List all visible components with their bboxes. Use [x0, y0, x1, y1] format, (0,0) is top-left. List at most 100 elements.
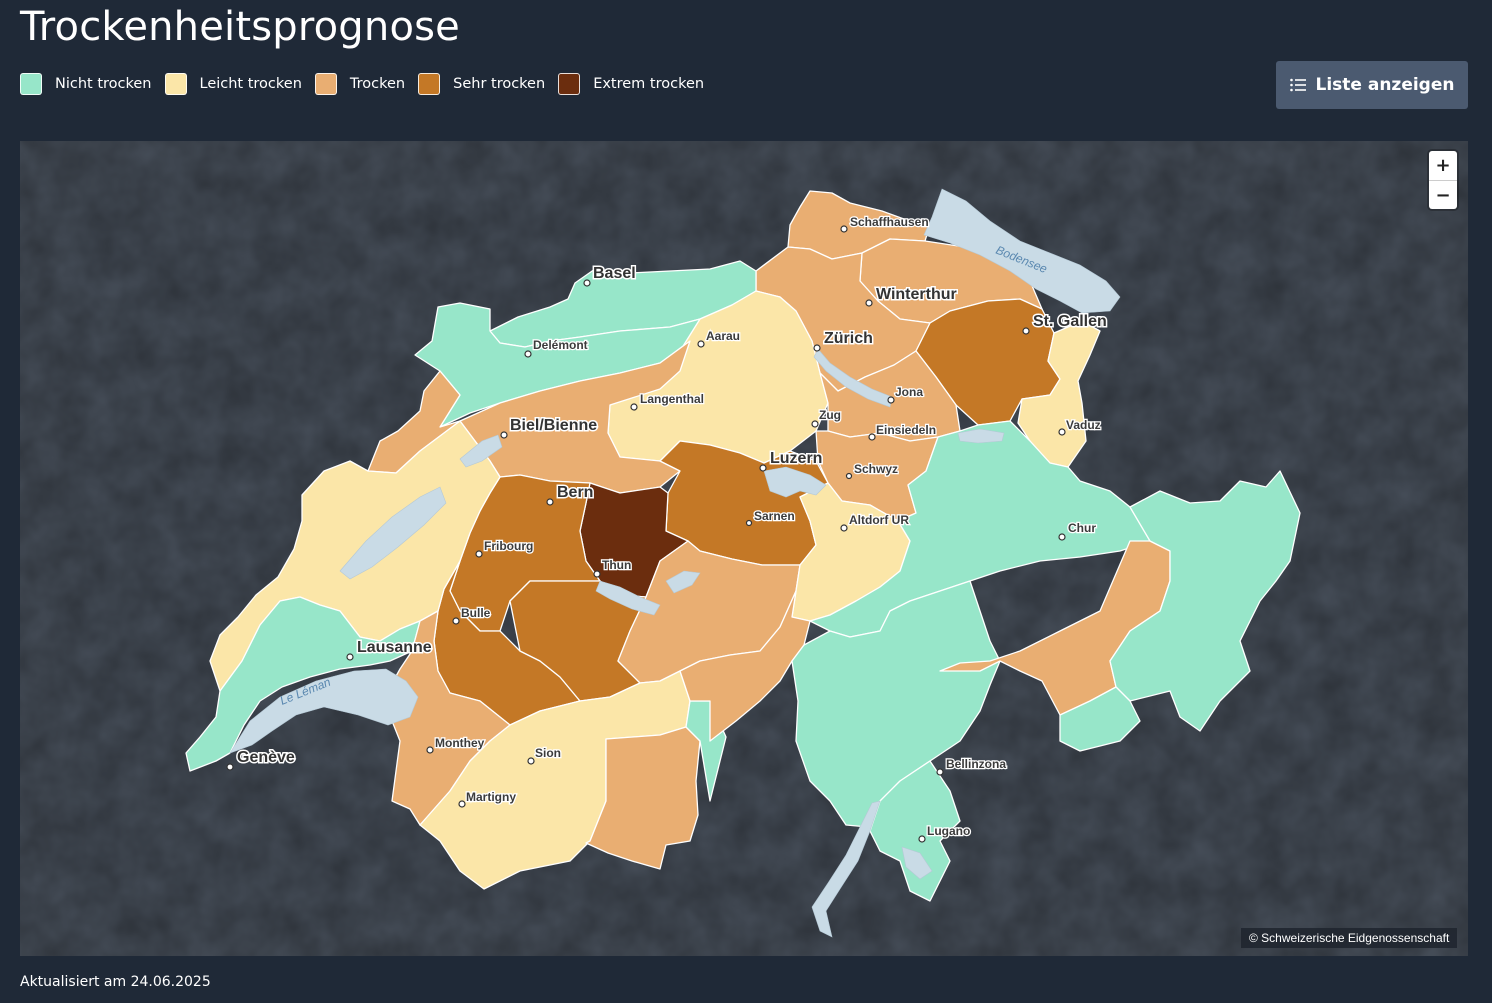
svg-text:Fribourg: Fribourg [484, 539, 533, 553]
city-vaduz[interactable]: Vaduz [1058, 417, 1102, 436]
legend-swatch [314, 73, 337, 95]
city-einsiedeln[interactable]: Einsiedeln [868, 422, 937, 441]
svg-text:Altdorf UR: Altdorf UR [849, 513, 909, 527]
svg-text:Sion: Sion [535, 746, 561, 760]
svg-text:Basel: Basel [593, 265, 636, 282]
city-st-gallen[interactable]: St. Gallen [1022, 312, 1108, 335]
svg-text:Einsiedeln: Einsiedeln [876, 423, 936, 437]
svg-text:Lausanne: Lausanne [357, 639, 432, 656]
city-luzern[interactable]: Luzern [759, 449, 824, 472]
zoom-in-button[interactable]: + [1429, 151, 1457, 180]
legend-item-nicht-trocken: Nicht trocken [20, 73, 152, 95]
city-schaffhausen[interactable]: Schaffhausen [840, 214, 930, 233]
city-bulle[interactable]: Bulle [452, 605, 492, 625]
legend-item-sehr-trocken: Sehr trocken [418, 73, 545, 95]
svg-text:Luzern: Luzern [770, 450, 822, 467]
svg-text:Vaduz: Vaduz [1066, 418, 1101, 432]
region-tessin-sued[interactable] [869, 760, 961, 902]
city-lugano[interactable]: Lugano [918, 823, 972, 843]
lake-brienz [665, 570, 701, 594]
city-sion[interactable]: Sion [527, 745, 562, 765]
svg-text:Langenthal: Langenthal [640, 392, 704, 406]
legend-label: Leicht trocken [199, 76, 302, 92]
region-engadin[interactable] [1109, 470, 1301, 732]
legend-swatch [20, 73, 42, 95]
legend-swatch [418, 73, 441, 95]
svg-text:Bulle: Bulle [461, 606, 491, 620]
zoom-control: + − [1429, 151, 1457, 209]
lake-bodensee [923, 188, 1121, 314]
city-basel[interactable]: Basel [583, 264, 637, 287]
svg-text:Chur: Chur [1068, 521, 1096, 535]
svg-text:Aarau: Aarau [706, 329, 740, 343]
city-sarnen[interactable]: Sarnen [745, 508, 796, 527]
region-puschlav[interactable] [1059, 686, 1141, 752]
svg-text:Delémont: Delémont [533, 338, 588, 352]
svg-text:St. Gallen: St. Gallen [1033, 313, 1107, 330]
svg-text:Monthey: Monthey [435, 736, 485, 750]
city-lausanne[interactable]: Lausanne [346, 638, 433, 661]
svg-text:Schaffhausen: Schaffhausen [850, 215, 929, 229]
legend-swatch [558, 73, 581, 95]
city-geneve[interactable]: Genève [226, 748, 296, 771]
city-monthey[interactable]: Monthey [426, 735, 486, 754]
region-jura[interactable] [414, 302, 701, 428]
svg-text:Martigny: Martigny [466, 790, 516, 804]
show-list-button[interactable]: Liste anzeigen [1276, 61, 1468, 109]
legend-label: Extrem trocken [593, 76, 705, 92]
legend-label: Nicht trocken [55, 76, 152, 92]
svg-text:Genève: Genève [237, 749, 295, 766]
lake-biel [459, 434, 503, 468]
city-jona[interactable]: Jona [887, 384, 925, 404]
city-biel[interactable]: Biel/Bienne [500, 416, 599, 439]
lake-maggiore [811, 800, 881, 938]
legend-item-leicht-trocken: Leicht trocken [164, 73, 302, 95]
legend-label: Sehr trocken [453, 76, 546, 92]
page-title: Trockenheitsprognose [20, 4, 460, 50]
legend-swatch [164, 73, 187, 95]
legend: Nicht trocken Leicht trocken Trocken Seh… [20, 73, 717, 95]
map-svg: Bodensee Le Léman Schaffhausen Basel Win… [20, 141, 1468, 956]
city-zug[interactable]: Zug [811, 407, 842, 428]
city-chur[interactable]: Chur [1058, 520, 1098, 541]
city-bern[interactable]: Bern [546, 483, 595, 506]
city-zuerich[interactable]: Zürich [813, 329, 874, 352]
city-aarau[interactable]: Aarau [697, 328, 741, 348]
lake-thun [595, 580, 661, 616]
city-schwyz[interactable]: Schwyz [845, 461, 899, 480]
city-thun[interactable]: Thun [593, 557, 633, 578]
legend-item-trocken: Trocken [314, 73, 406, 95]
lake-zuerich [813, 348, 893, 408]
updated-timestamp: Aktualisiert am 24.06.2025 [20, 974, 211, 990]
svg-text:Biel/Bienne: Biel/Bienne [510, 417, 597, 434]
zoom-out-button[interactable]: − [1429, 180, 1457, 209]
legend-item-extrem-trocken: Extrem trocken [558, 73, 704, 95]
svg-text:Thun: Thun [602, 558, 631, 572]
city-winterthur[interactable]: Winterthur [865, 285, 958, 307]
svg-text:Lugano: Lugano [927, 824, 970, 838]
svg-text:Bellinzona: Bellinzona [946, 757, 1006, 771]
drought-map[interactable]: Bodensee Le Léman Schaffhausen Basel Win… [20, 141, 1468, 956]
city-fribourg[interactable]: Fribourg [475, 538, 535, 558]
cantons [185, 190, 1301, 902]
city-altdorf[interactable]: Altdorf UR [840, 512, 911, 532]
city-martigny[interactable]: Martigny [458, 789, 518, 808]
city-delemont[interactable]: Delémont [524, 337, 589, 358]
show-list-label: Liste anzeigen [1315, 75, 1455, 95]
city-bellinzona[interactable]: Bellinzona [936, 756, 1008, 776]
svg-text:Zug: Zug [819, 408, 841, 422]
city-markers: Schaffhausen Basel Winterthur St. Gallen… [226, 214, 1108, 843]
map-attribution: © Schweizerische Eidgenossenschaft [1241, 928, 1458, 948]
lake-vierwaldstaettersee [763, 466, 827, 498]
svg-text:Sarnen: Sarnen [754, 509, 795, 523]
region-tessin-nord[interactable] [791, 580, 1001, 828]
lakes [229, 188, 1121, 938]
region-la-cote[interactable] [185, 596, 421, 772]
svg-text:Winterthur: Winterthur [876, 286, 957, 303]
legend-label: Trocken [349, 76, 406, 92]
city-langenthal[interactable]: Langenthal [630, 391, 705, 411]
lake-lugano [901, 846, 933, 880]
svg-text:Bern: Bern [557, 484, 593, 501]
list-icon [1289, 78, 1306, 92]
